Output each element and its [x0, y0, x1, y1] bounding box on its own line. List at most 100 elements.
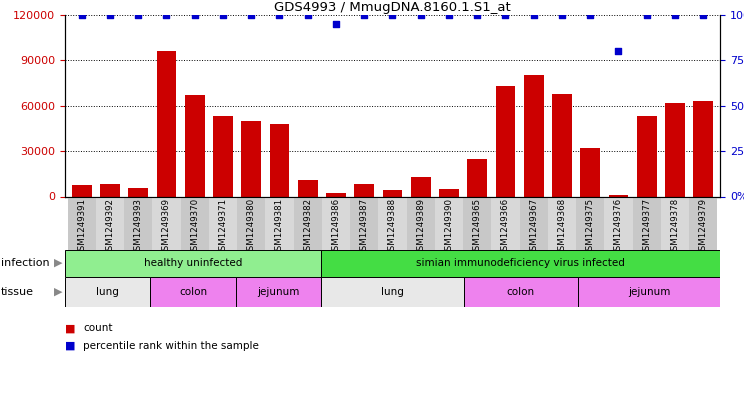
Bar	[266, 196, 294, 250]
Text: GSM1249371: GSM1249371	[219, 198, 228, 256]
Point	[246, 12, 257, 18]
Point	[387, 12, 399, 18]
Bar	[209, 196, 237, 250]
Text: simian immunodeficiency virus infected: simian immunodeficiency virus infected	[416, 258, 625, 268]
Bar	[496, 86, 516, 196]
Text: count: count	[83, 323, 113, 333]
Bar	[185, 95, 205, 196]
Text: GSM1249370: GSM1249370	[190, 198, 199, 256]
Bar	[321, 277, 464, 307]
Text: jejunum: jejunum	[257, 286, 300, 297]
Bar	[100, 184, 120, 196]
Text: ■: ■	[65, 341, 75, 351]
Point	[414, 12, 426, 18]
Point	[697, 12, 709, 18]
Point	[104, 12, 116, 18]
Text: GSM1249365: GSM1249365	[472, 198, 481, 256]
Point	[330, 21, 342, 27]
Point	[556, 12, 568, 18]
Bar	[382, 190, 403, 196]
Title: GDS4993 / MmugDNA.8160.1.S1_at: GDS4993 / MmugDNA.8160.1.S1_at	[274, 1, 511, 14]
Text: GSM1249387: GSM1249387	[359, 198, 369, 256]
Bar	[241, 121, 261, 196]
Bar	[463, 196, 491, 250]
Bar	[609, 195, 629, 196]
Text: lung: lung	[381, 286, 404, 297]
Text: GSM1249382: GSM1249382	[304, 198, 312, 256]
Bar	[156, 51, 176, 196]
Bar	[491, 196, 519, 250]
Bar	[665, 103, 685, 196]
Text: GSM1249389: GSM1249389	[416, 198, 426, 256]
Bar	[150, 277, 236, 307]
Bar	[576, 196, 604, 250]
Bar	[604, 196, 632, 250]
Point	[161, 12, 173, 18]
Text: percentile rank within the sample: percentile rank within the sample	[83, 341, 259, 351]
Text: GSM1249378: GSM1249378	[670, 198, 679, 256]
Text: GSM1249377: GSM1249377	[642, 198, 651, 256]
Text: GSM1249366: GSM1249366	[501, 198, 510, 256]
Point	[76, 12, 88, 18]
Bar	[128, 188, 148, 196]
Bar	[577, 277, 720, 307]
Point	[499, 12, 511, 18]
Bar	[350, 196, 379, 250]
Text: GSM1249392: GSM1249392	[106, 198, 115, 256]
Bar	[519, 196, 548, 250]
Bar	[65, 277, 150, 307]
Text: GSM1249369: GSM1249369	[162, 198, 171, 256]
Text: GSM1249368: GSM1249368	[557, 198, 566, 256]
Bar	[321, 250, 720, 277]
Point	[641, 12, 652, 18]
Bar	[96, 196, 124, 250]
Text: GSM1249380: GSM1249380	[247, 198, 256, 256]
Bar	[181, 196, 209, 250]
Text: GSM1249386: GSM1249386	[332, 198, 341, 256]
Bar	[632, 196, 661, 250]
Bar	[153, 196, 181, 250]
Text: GSM1249367: GSM1249367	[529, 198, 538, 256]
Bar	[298, 180, 318, 196]
Bar	[661, 196, 689, 250]
Text: GSM1249381: GSM1249381	[275, 198, 284, 256]
Text: GSM1249388: GSM1249388	[388, 198, 397, 256]
Bar	[439, 189, 459, 196]
Text: infection: infection	[1, 258, 49, 268]
Text: GSM1249375: GSM1249375	[586, 198, 594, 256]
Point	[612, 48, 624, 54]
Bar	[326, 193, 346, 196]
Bar	[294, 196, 322, 250]
Bar	[354, 184, 374, 196]
Bar	[693, 101, 713, 196]
Text: ▶: ▶	[54, 258, 62, 268]
Bar	[71, 185, 92, 196]
Point	[189, 12, 201, 18]
Bar	[524, 75, 544, 196]
Bar	[689, 196, 717, 250]
Bar	[236, 277, 321, 307]
Text: colon: colon	[179, 286, 207, 297]
Point	[359, 12, 371, 18]
Point	[302, 12, 314, 18]
Point	[669, 12, 681, 18]
Point	[132, 12, 144, 18]
Bar	[552, 94, 572, 196]
Text: GSM1249379: GSM1249379	[699, 198, 708, 256]
Bar	[322, 196, 350, 250]
Text: ▶: ▶	[54, 286, 62, 297]
Bar	[406, 196, 434, 250]
Point	[527, 12, 539, 18]
Text: GSM1249376: GSM1249376	[614, 198, 623, 256]
Bar	[213, 116, 233, 196]
Bar	[548, 196, 576, 250]
Text: GSM1249390: GSM1249390	[444, 198, 453, 256]
Text: jejunum: jejunum	[628, 286, 670, 297]
Bar	[434, 196, 463, 250]
Text: healthy uninfected: healthy uninfected	[144, 258, 242, 268]
Bar	[379, 196, 406, 250]
Point	[274, 12, 286, 18]
Bar	[464, 277, 577, 307]
Bar	[124, 196, 153, 250]
Bar	[68, 196, 96, 250]
